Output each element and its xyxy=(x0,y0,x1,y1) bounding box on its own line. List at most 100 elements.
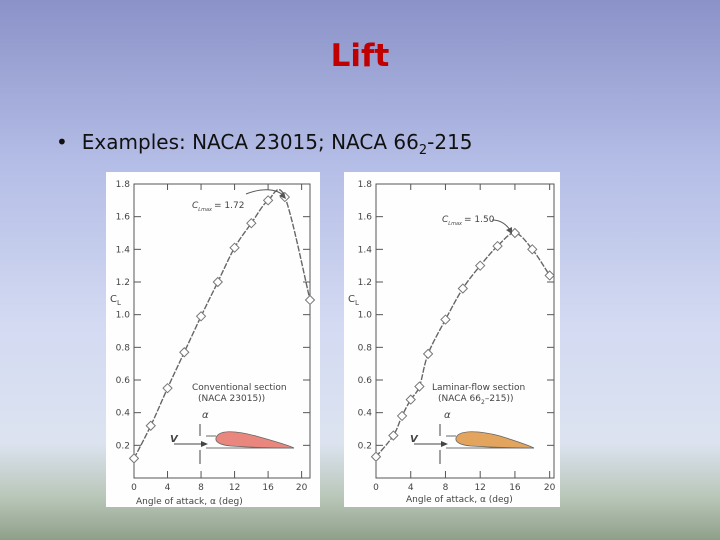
section-label-2: (NACA 23015)) xyxy=(198,394,265,404)
alpha-label: α xyxy=(202,410,209,421)
data-point-marker xyxy=(527,244,538,255)
x-tick-label: 0 xyxy=(373,483,379,493)
clmax-annotation-main: C xyxy=(192,201,199,211)
data-point-marker xyxy=(492,240,503,252)
section-label-2-main: (NACA 66 xyxy=(438,394,481,404)
velocity-arrowhead-icon xyxy=(441,441,448,447)
clmax-annotation-value: = 1.72 xyxy=(214,201,244,211)
tick-labels: 0.2 0.4 0.6 0.8 1.0 1.2 1.4 1.6 1.8 0 4 8 12 16 20 xyxy=(116,180,308,493)
section-label-1: Laminar-flow section xyxy=(432,383,525,393)
data-point-marker xyxy=(229,242,240,253)
x-tick-label: 16 xyxy=(509,483,521,493)
y-tick-label: 0.6 xyxy=(358,376,373,386)
data-point-marker xyxy=(262,195,274,206)
x-tick-label: 20 xyxy=(296,483,308,493)
x-tick-label: 20 xyxy=(544,483,556,493)
x-tick-label: 8 xyxy=(198,483,204,493)
bullet-text: Examples: NACA 23015; NACA 66 xyxy=(81,130,419,154)
y-tick-label: 1.4 xyxy=(116,245,131,255)
y-tick-label: 1.0 xyxy=(116,311,131,321)
y-tick-label: 1.8 xyxy=(358,180,373,190)
data-point-marker xyxy=(195,311,207,322)
y-tick-label: 1.8 xyxy=(116,180,131,190)
y-tick-label: 1.2 xyxy=(358,278,372,288)
data-point-marker xyxy=(179,347,190,358)
section-label-2-sub: 2 xyxy=(481,399,485,406)
y-tick-label: 1.6 xyxy=(116,213,131,223)
data-point-marker xyxy=(246,217,257,229)
data-point-marker xyxy=(396,410,408,422)
data-point-marker xyxy=(162,382,173,394)
x-tick-label: 12 xyxy=(474,483,485,493)
plot-frame xyxy=(133,183,311,479)
data-point-marker xyxy=(422,348,434,360)
y-tick-label: 0.2 xyxy=(116,441,130,451)
x-tick-label: 0 xyxy=(131,483,137,493)
velocity-label: V xyxy=(410,434,419,445)
clmax-annotation: CLmax = 1.72 xyxy=(192,201,244,213)
y-tick-label: 0.6 xyxy=(116,376,131,386)
data-point-marker xyxy=(145,420,156,431)
clmax-annotation-sub: Lmax xyxy=(198,207,212,213)
section-label-1: Conventional section xyxy=(192,383,287,393)
y-axis-label-sub: L xyxy=(117,299,121,307)
lift-curve xyxy=(375,232,551,458)
y-tick-label: 1.4 xyxy=(358,245,373,255)
data-points xyxy=(370,227,555,462)
chart-naca-66-215: 0.2 0.4 0.6 0.8 1.0 1.2 1.4 1.6 1.8 0 4 8 12 16 20 CL … xyxy=(344,172,560,507)
data-point-marker xyxy=(474,260,486,271)
velocity-arrowhead-icon xyxy=(201,441,208,447)
x-tick-label: 4 xyxy=(165,483,171,493)
clmax-arrowhead-icon xyxy=(506,227,512,234)
y-axis-label-sub: L xyxy=(355,299,359,307)
slide-title: Lift xyxy=(330,38,390,74)
x-tick-label: 4 xyxy=(408,483,414,493)
bullet-text-tail: -215 xyxy=(427,130,473,154)
airfoil-shape xyxy=(215,431,295,449)
bullet-subscript: 2 xyxy=(418,143,428,158)
x-axis-label: Angle of attack, α (deg) xyxy=(406,495,513,505)
y-axis-label-main: C xyxy=(110,294,117,305)
clmax-annotation-main: C xyxy=(442,215,449,225)
data-point-marker xyxy=(304,294,316,306)
clmax-annotation: CLmax = 1.50 xyxy=(442,215,495,227)
tick-labels: 0.2 0.4 0.6 0.8 1.0 1.2 1.4 1.6 1.8 0 4 8 12 16 20 xyxy=(358,180,556,493)
y-tick-label: 0.2 xyxy=(358,441,372,451)
clmax-annotation-sub: Lmax xyxy=(448,221,462,227)
data-point-marker xyxy=(405,394,416,405)
x-tick-label: 16 xyxy=(262,483,274,493)
clmax-arrow xyxy=(245,189,285,197)
y-tick-label: 0.4 xyxy=(116,409,131,419)
bullet-dot-icon: • xyxy=(56,130,68,154)
clmax-arrowhead-icon xyxy=(279,192,286,199)
data-point-marker xyxy=(457,283,469,294)
clmax-annotation-value: = 1.50 xyxy=(464,215,495,225)
section-label-2: (NACA 662–215)) xyxy=(438,394,514,406)
y-axis-label-main: C xyxy=(348,294,355,305)
x-tick-label: 8 xyxy=(443,483,449,493)
data-point-marker xyxy=(212,276,224,288)
data-point-marker xyxy=(370,451,382,462)
alpha-label: α xyxy=(444,410,451,421)
y-tick-label: 1.0 xyxy=(358,311,373,321)
y-tick-label: 0.4 xyxy=(358,409,373,419)
clmax-arrow xyxy=(491,219,511,231)
y-axis-label: CL xyxy=(348,294,359,307)
chart-naca-23015: 0.2 0.4 0.6 0.8 1.0 1.2 1.4 1.6 1.8 0 4 8 12 16 20 CL … xyxy=(106,172,320,507)
y-tick-label: 1.6 xyxy=(358,213,373,223)
velocity-label: V xyxy=(170,434,179,445)
plot-frame xyxy=(375,183,555,479)
section-label-2-tail: –215)) xyxy=(485,394,514,404)
data-point-marker xyxy=(440,314,451,325)
airfoil-shape xyxy=(455,431,535,449)
y-tick-label: 0.8 xyxy=(358,343,373,353)
y-axis-label: CL xyxy=(110,294,121,307)
y-tick-label: 0.8 xyxy=(116,343,131,353)
data-points xyxy=(128,191,316,464)
data-point-marker xyxy=(388,430,399,441)
x-tick-label: 12 xyxy=(229,483,240,493)
tick-layer xyxy=(375,183,554,478)
data-point-marker xyxy=(544,270,555,281)
lift-curve xyxy=(133,188,311,459)
bullet-point: • Examples: NACA 23015; NACA 662-215 xyxy=(56,130,473,158)
